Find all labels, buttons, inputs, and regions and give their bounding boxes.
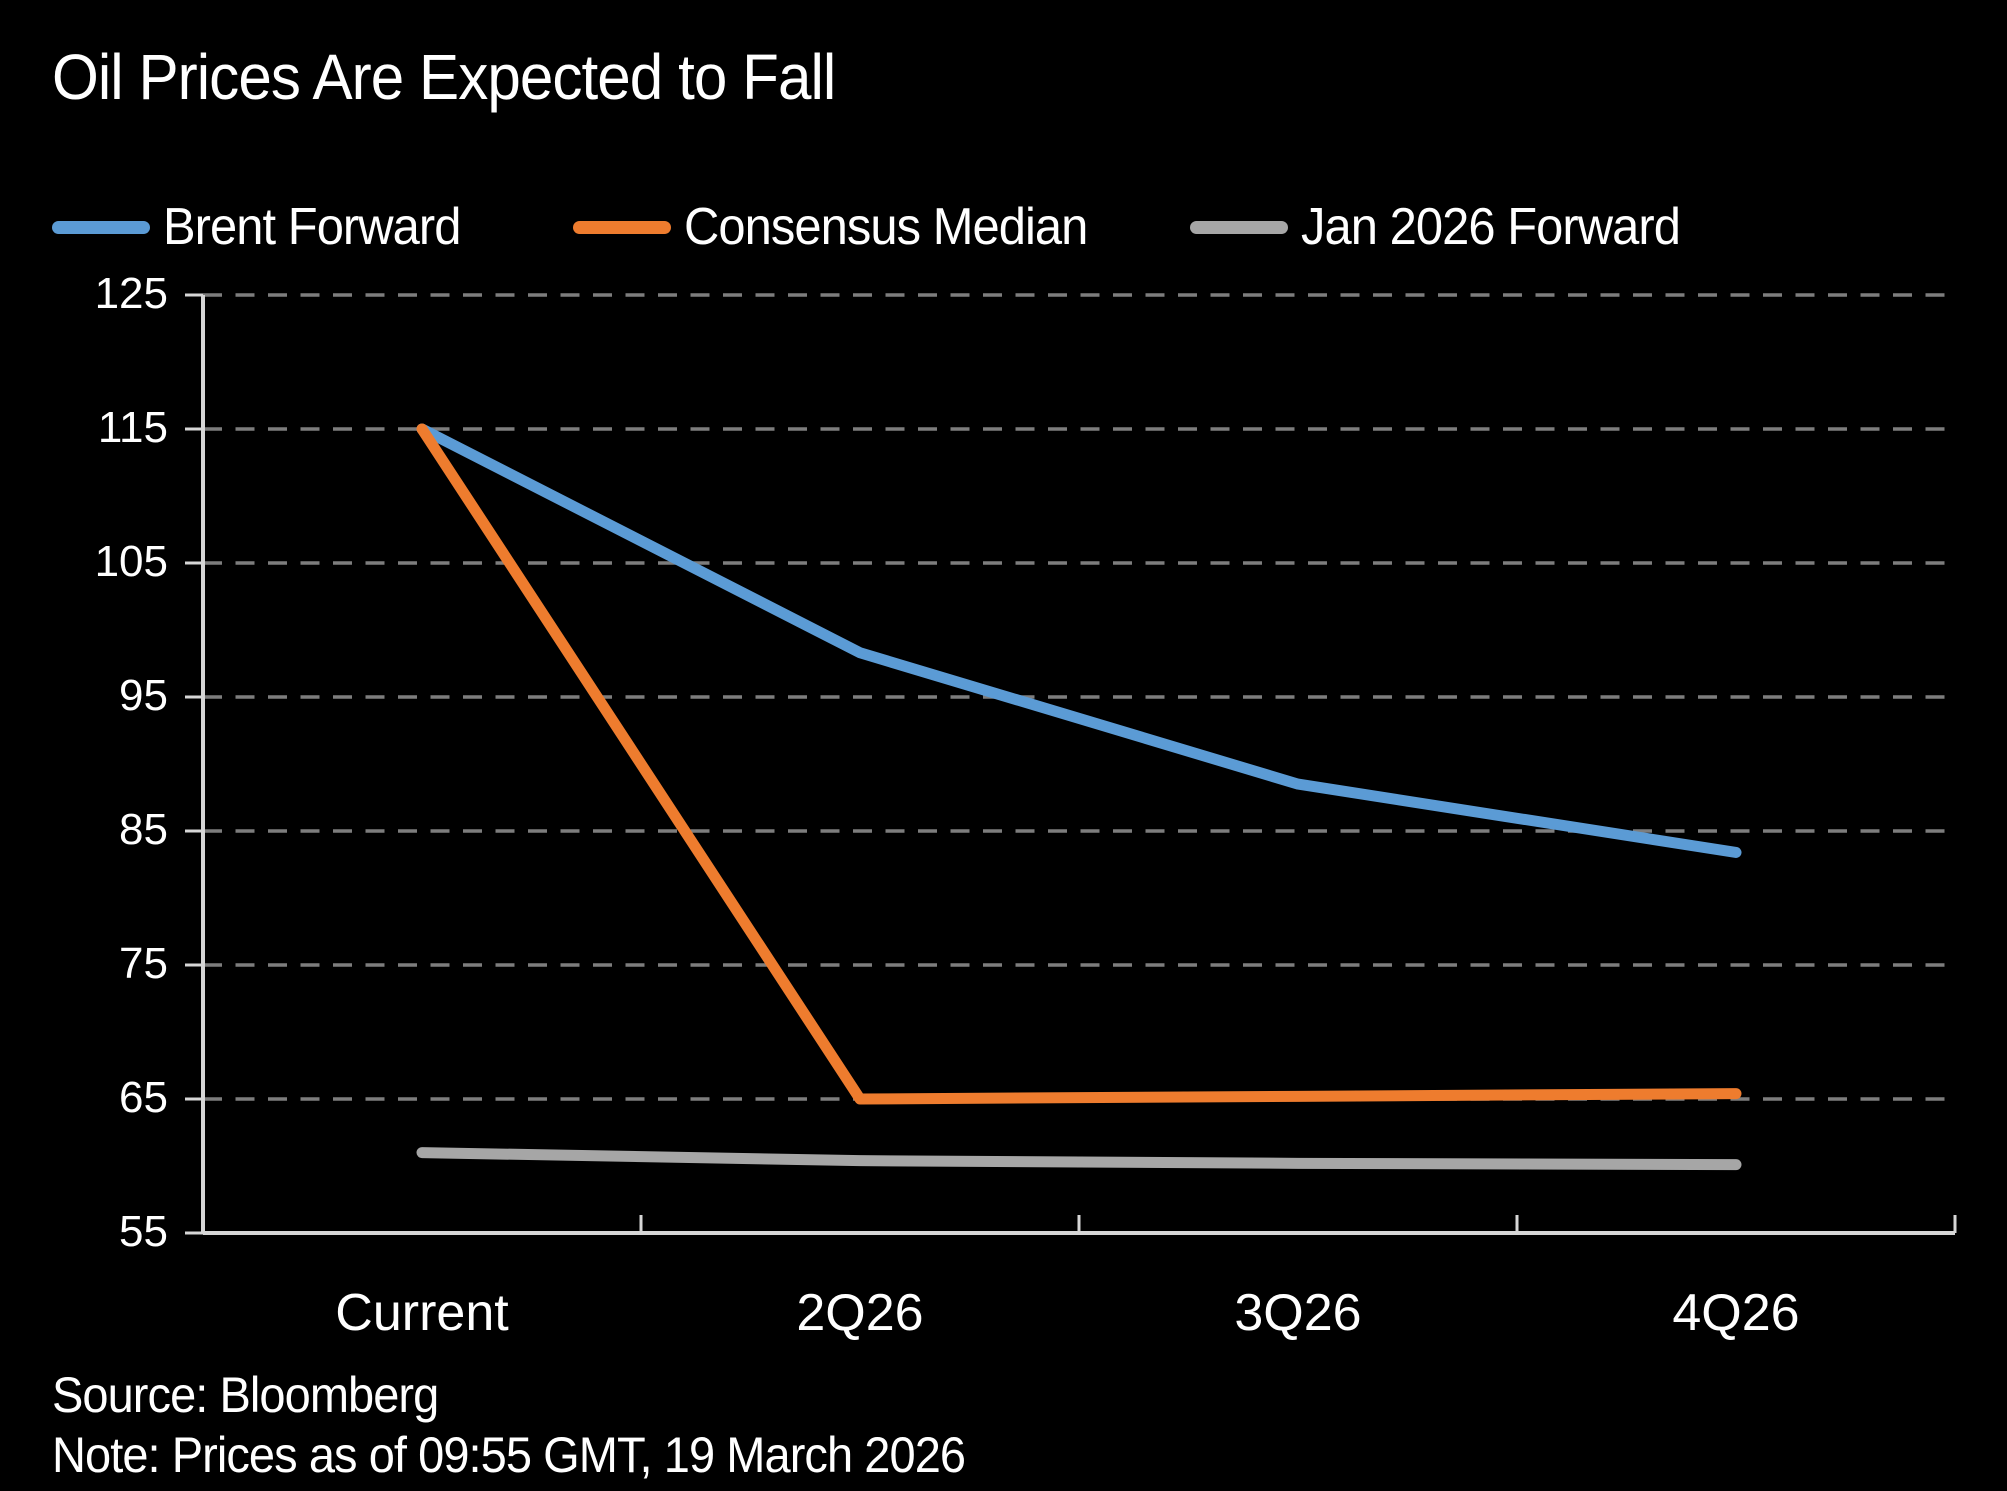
x-axis-category-label-2q26: 2Q26 xyxy=(796,1284,924,1342)
series-line-jan-2026-forward xyxy=(416,1147,1742,1171)
series-line-consensus-median xyxy=(416,423,1742,1105)
source-text: Source: Bloomberg xyxy=(52,1367,439,1423)
x-axis-category-label-4q26: 4Q26 xyxy=(1672,1284,1800,1342)
y-axis-tick-label-95: 95 xyxy=(119,671,168,720)
series-line-brent-forward xyxy=(416,423,1742,858)
y-axis-tick-label-55: 55 xyxy=(119,1207,168,1256)
note-text: Note: Prices as of 09:55 GMT, 19 March 2… xyxy=(52,1427,966,1483)
x-axis-category-label-current: Current xyxy=(335,1284,509,1342)
y-axis-tick-label-75: 75 xyxy=(119,939,168,988)
chart-title: Oil Prices Are Expected to Fall xyxy=(52,41,836,113)
y-axis-tick-label-115: 115 xyxy=(97,403,168,452)
x-axis-category-label-3q26: 3Q26 xyxy=(1234,1284,1362,1342)
y-axis-tick-label-85: 85 xyxy=(119,805,168,854)
y-axis-tick-label-125: 125 xyxy=(94,269,168,318)
y-axis-tick-label-105: 105 xyxy=(94,537,168,586)
y-axis-tick-label-65: 65 xyxy=(119,1073,168,1122)
